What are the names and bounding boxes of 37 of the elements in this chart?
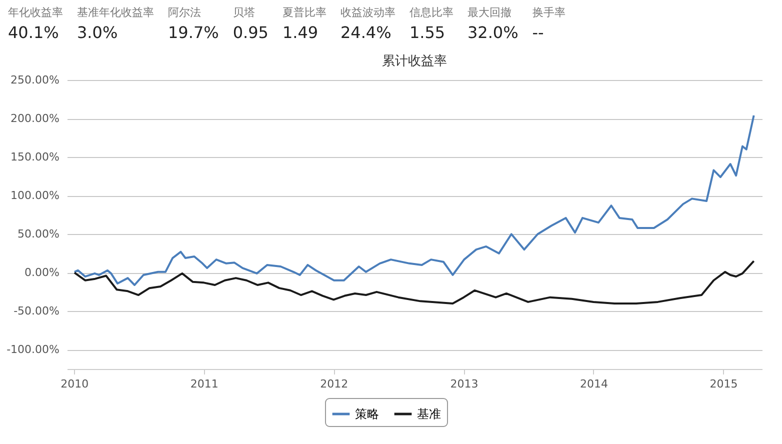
y-tick-label: 250.00% — [10, 74, 60, 86]
text: 基准年化收益率 — [77, 5, 154, 20]
chart-title: 累计收益率 — [382, 53, 447, 69]
text: 3.0% — [77, 23, 119, 42]
text: 24.4% — [340, 23, 392, 42]
y-tick-label: 100.00% — [10, 189, 60, 202]
x-tick-label: 2012 — [320, 378, 348, 390]
text: 1.49 — [282, 23, 320, 42]
line-series — [73, 114, 755, 286]
text: 换手率 — [532, 5, 566, 20]
text: 最大回撤 — [467, 5, 512, 20]
text: 0.95 — [232, 23, 268, 42]
legend-label: 基准 — [417, 407, 441, 421]
text: -- — [532, 23, 545, 42]
x-tick-label: 2011 — [190, 378, 218, 390]
y-tick-label: -50.00% — [14, 304, 60, 318]
y-tick-label: 150.00% — [10, 150, 60, 164]
y-tick-label: 0.00% — [24, 266, 60, 280]
x-tick-label: 2014 — [580, 378, 608, 390]
x-tick-label: 2013 — [450, 378, 478, 390]
line-series — [73, 260, 755, 304]
x-tick-label: 2015 — [710, 378, 738, 390]
text: 32.0% — [467, 23, 518, 42]
text: 夏普比率 — [282, 5, 326, 20]
text: 信息比率 — [409, 5, 454, 20]
text: 40.1% — [8, 23, 60, 42]
legend-label: 策略 — [355, 407, 379, 421]
x-tick-label: 2010 — [60, 378, 89, 390]
text: 19.7% — [168, 23, 219, 42]
text: 阿尔法 — [168, 5, 202, 20]
text: 1.55 — [409, 23, 446, 42]
y-tick-label: 50.00% — [18, 228, 60, 241]
text: 贝塔 — [232, 5, 256, 20]
y-tick-label: -100.00% — [6, 343, 60, 356]
text: 收益波动率 — [340, 5, 396, 20]
text: 年化收益率 — [8, 5, 63, 20]
y-tick-label: 200.00% — [10, 112, 60, 126]
